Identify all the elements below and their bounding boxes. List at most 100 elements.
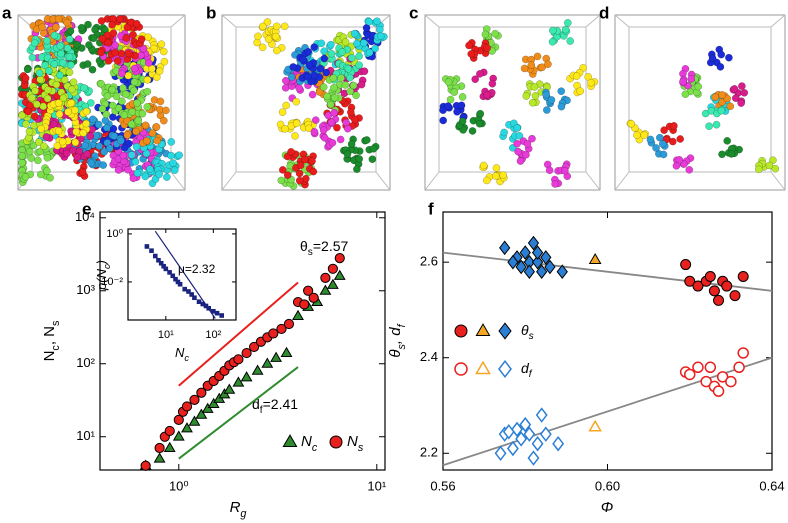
particle xyxy=(450,88,459,97)
box-edge xyxy=(375,171,391,191)
point xyxy=(181,422,193,433)
panel-label: d xyxy=(599,3,609,22)
particle xyxy=(102,123,111,132)
particle xyxy=(132,142,141,151)
particle xyxy=(295,176,304,185)
particle xyxy=(155,67,164,76)
particle xyxy=(278,108,287,117)
particle xyxy=(162,106,170,115)
point xyxy=(326,278,339,289)
particle xyxy=(73,153,82,162)
point xyxy=(219,313,224,318)
particle xyxy=(310,43,319,51)
point xyxy=(737,347,749,359)
point xyxy=(737,271,749,282)
particle xyxy=(54,15,63,23)
point xyxy=(192,295,197,301)
particle xyxy=(538,63,547,72)
particle xyxy=(152,73,161,81)
particle xyxy=(65,35,74,44)
particle xyxy=(53,142,62,150)
rendering xyxy=(424,14,601,191)
particle xyxy=(349,81,358,90)
particle xyxy=(500,128,508,137)
particle xyxy=(127,151,136,159)
particle xyxy=(109,29,118,38)
box-edge xyxy=(614,14,630,28)
particle xyxy=(36,75,45,84)
particle xyxy=(52,80,61,89)
particle xyxy=(323,92,332,101)
particle xyxy=(528,134,536,143)
annotation: θs=2.57 xyxy=(300,238,349,258)
point xyxy=(276,323,287,335)
particle xyxy=(531,92,540,100)
particle xyxy=(119,84,127,92)
particle xyxy=(681,90,690,99)
point xyxy=(588,419,602,432)
particle xyxy=(324,111,333,120)
point xyxy=(519,416,532,433)
particle xyxy=(104,56,113,65)
point xyxy=(161,263,166,269)
particle xyxy=(143,87,152,96)
point xyxy=(531,254,544,270)
legend-marker xyxy=(454,362,468,376)
x-tick-label: 0.60 xyxy=(595,478,620,493)
particle xyxy=(296,161,305,170)
box-outer xyxy=(614,14,786,191)
point xyxy=(173,276,178,282)
annotation: df=2.41 xyxy=(252,396,298,416)
point xyxy=(531,435,544,452)
particle xyxy=(157,40,166,48)
particle xyxy=(160,57,169,66)
particle xyxy=(132,19,141,28)
particle xyxy=(27,154,36,162)
particle xyxy=(453,107,461,116)
particle xyxy=(328,138,337,147)
particle xyxy=(83,60,92,68)
point xyxy=(552,435,565,452)
particle xyxy=(141,172,150,181)
particle xyxy=(572,72,581,80)
particle xyxy=(156,97,165,106)
particle xyxy=(326,100,335,109)
particle xyxy=(28,93,36,102)
particle xyxy=(137,35,146,44)
particle xyxy=(347,140,356,148)
particle xyxy=(360,67,369,76)
y-tick-label: 2.6 xyxy=(420,254,438,269)
particle xyxy=(481,30,490,39)
particle xyxy=(566,37,575,45)
x-axis-label: Rg xyxy=(230,499,247,520)
particle xyxy=(56,71,64,80)
particle xyxy=(330,93,339,102)
particle xyxy=(71,106,79,115)
point xyxy=(196,299,202,305)
particle xyxy=(54,99,63,107)
particle xyxy=(43,94,52,103)
point xyxy=(556,264,568,280)
particle xyxy=(119,151,128,160)
particle xyxy=(479,161,488,170)
particle xyxy=(557,87,566,96)
particle xyxy=(458,93,467,101)
point xyxy=(327,263,338,274)
particle xyxy=(557,102,566,111)
particle xyxy=(718,150,726,159)
point xyxy=(188,415,201,426)
point xyxy=(515,431,528,447)
particle xyxy=(167,138,176,146)
point xyxy=(164,425,175,437)
particle xyxy=(22,120,30,128)
particle xyxy=(527,61,536,70)
point xyxy=(240,371,253,382)
particle xyxy=(295,169,304,178)
particle xyxy=(59,94,68,103)
particle xyxy=(376,32,385,40)
particle xyxy=(343,124,352,133)
particle xyxy=(30,112,39,121)
particle xyxy=(146,165,154,173)
panel-label: f xyxy=(428,199,434,218)
